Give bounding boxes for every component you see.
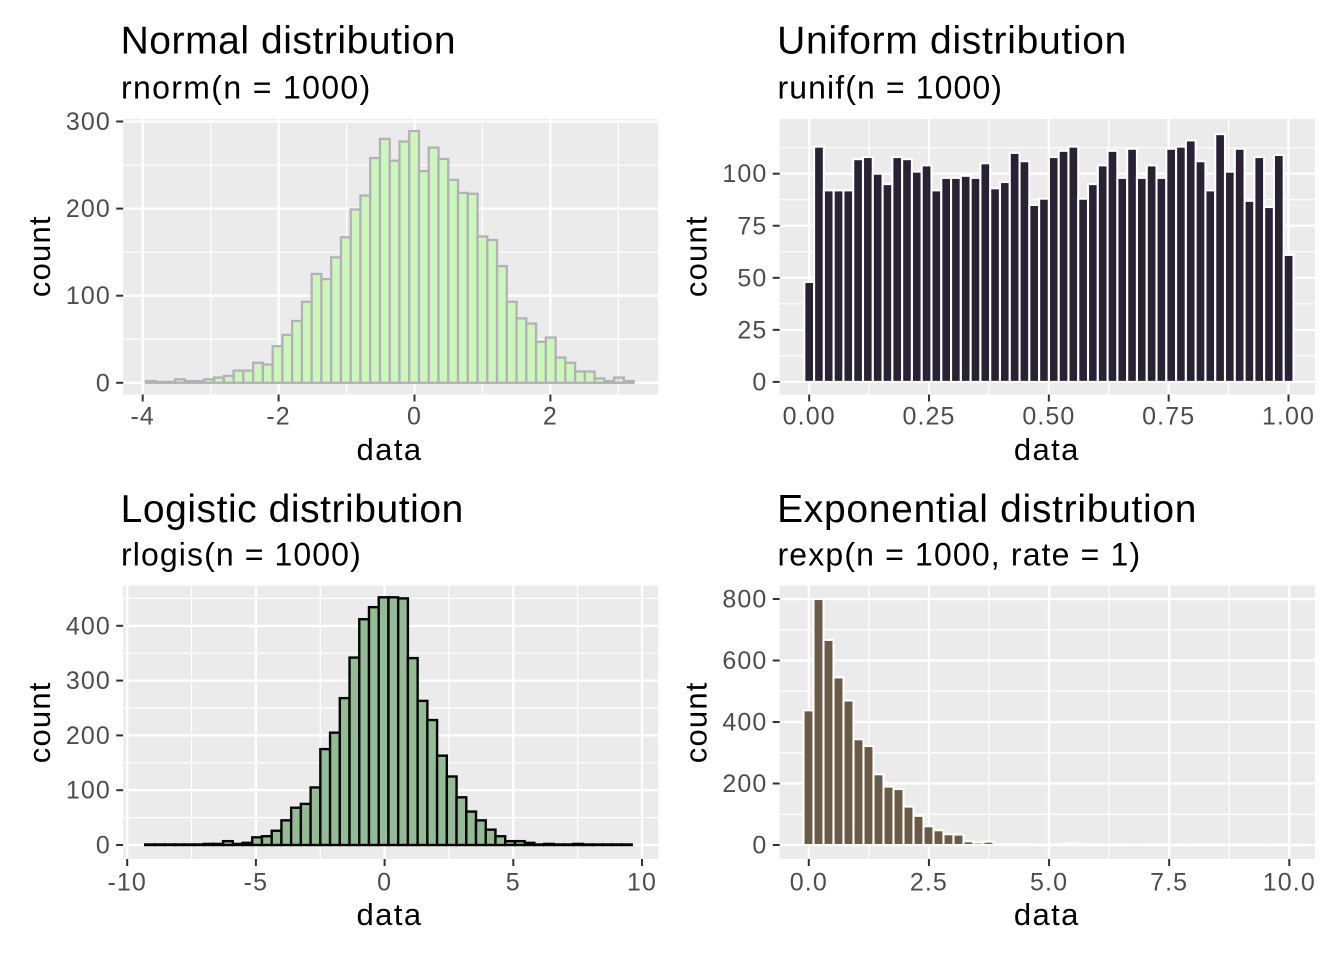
svg-text:0.50: 0.50 — [1022, 403, 1075, 431]
svg-text:100: 100 — [66, 282, 111, 310]
svg-text:-5: -5 — [244, 868, 268, 896]
svg-text:0.00: 0.00 — [783, 403, 836, 431]
svg-text:0: 0 — [96, 369, 111, 397]
svg-text:100: 100 — [722, 160, 767, 188]
svg-text:400: 400 — [722, 709, 767, 737]
svg-text:75: 75 — [737, 212, 767, 240]
svg-text:data: data — [1014, 897, 1080, 932]
svg-text:count: count — [22, 681, 57, 763]
svg-text:0.25: 0.25 — [902, 403, 955, 431]
svg-text:count: count — [22, 215, 57, 297]
svg-text:-2: -2 — [266, 403, 290, 431]
svg-text:200: 200 — [722, 770, 767, 798]
svg-text:50: 50 — [737, 264, 767, 292]
svg-text:5.0: 5.0 — [1030, 868, 1068, 896]
svg-text:Normal distribution: Normal distribution — [121, 20, 457, 63]
svg-text:0.75: 0.75 — [1142, 403, 1195, 431]
svg-text:0: 0 — [377, 868, 392, 896]
svg-text:200: 200 — [66, 195, 111, 223]
svg-text:0: 0 — [752, 368, 767, 396]
svg-text:5: 5 — [506, 868, 521, 896]
svg-text:rlogis(n = 1000): rlogis(n = 1000) — [121, 537, 362, 573]
svg-text:10.0: 10.0 — [1263, 868, 1316, 896]
svg-text:1.00: 1.00 — [1262, 403, 1315, 431]
svg-text:300: 300 — [66, 667, 111, 695]
svg-text:800: 800 — [722, 586, 767, 614]
svg-text:data: data — [357, 432, 423, 467]
svg-text:2.5: 2.5 — [910, 868, 948, 896]
svg-text:rnorm(n = 1000): rnorm(n = 1000) — [121, 69, 372, 105]
svg-text:400: 400 — [66, 612, 111, 640]
svg-text:data: data — [1014, 432, 1080, 467]
svg-text:Exponential distribution: Exponential distribution — [777, 488, 1197, 531]
svg-text:data: data — [357, 897, 423, 932]
svg-text:0.0: 0.0 — [790, 868, 828, 896]
svg-text:25: 25 — [737, 316, 767, 344]
svg-text:count: count — [679, 681, 714, 763]
svg-text:-10: -10 — [107, 868, 146, 896]
svg-text:200: 200 — [66, 722, 111, 750]
svg-text:-4: -4 — [130, 403, 154, 431]
svg-text:10: 10 — [627, 868, 657, 896]
svg-text:0: 0 — [96, 832, 111, 860]
svg-text:rexp(n = 1000, rate = 1): rexp(n = 1000, rate = 1) — [778, 537, 1142, 573]
svg-text:7.5: 7.5 — [1150, 868, 1188, 896]
svg-text:Uniform distribution: Uniform distribution — [777, 20, 1127, 63]
svg-text:600: 600 — [722, 647, 767, 675]
svg-text:300: 300 — [66, 108, 111, 136]
svg-text:count: count — [679, 215, 714, 297]
svg-text:Logistic distribution: Logistic distribution — [121, 488, 464, 531]
svg-text:100: 100 — [66, 777, 111, 805]
svg-text:runif(n = 1000): runif(n = 1000) — [778, 69, 1004, 105]
svg-text:2: 2 — [543, 403, 558, 431]
svg-text:0: 0 — [407, 403, 422, 431]
svg-text:0: 0 — [752, 832, 767, 860]
